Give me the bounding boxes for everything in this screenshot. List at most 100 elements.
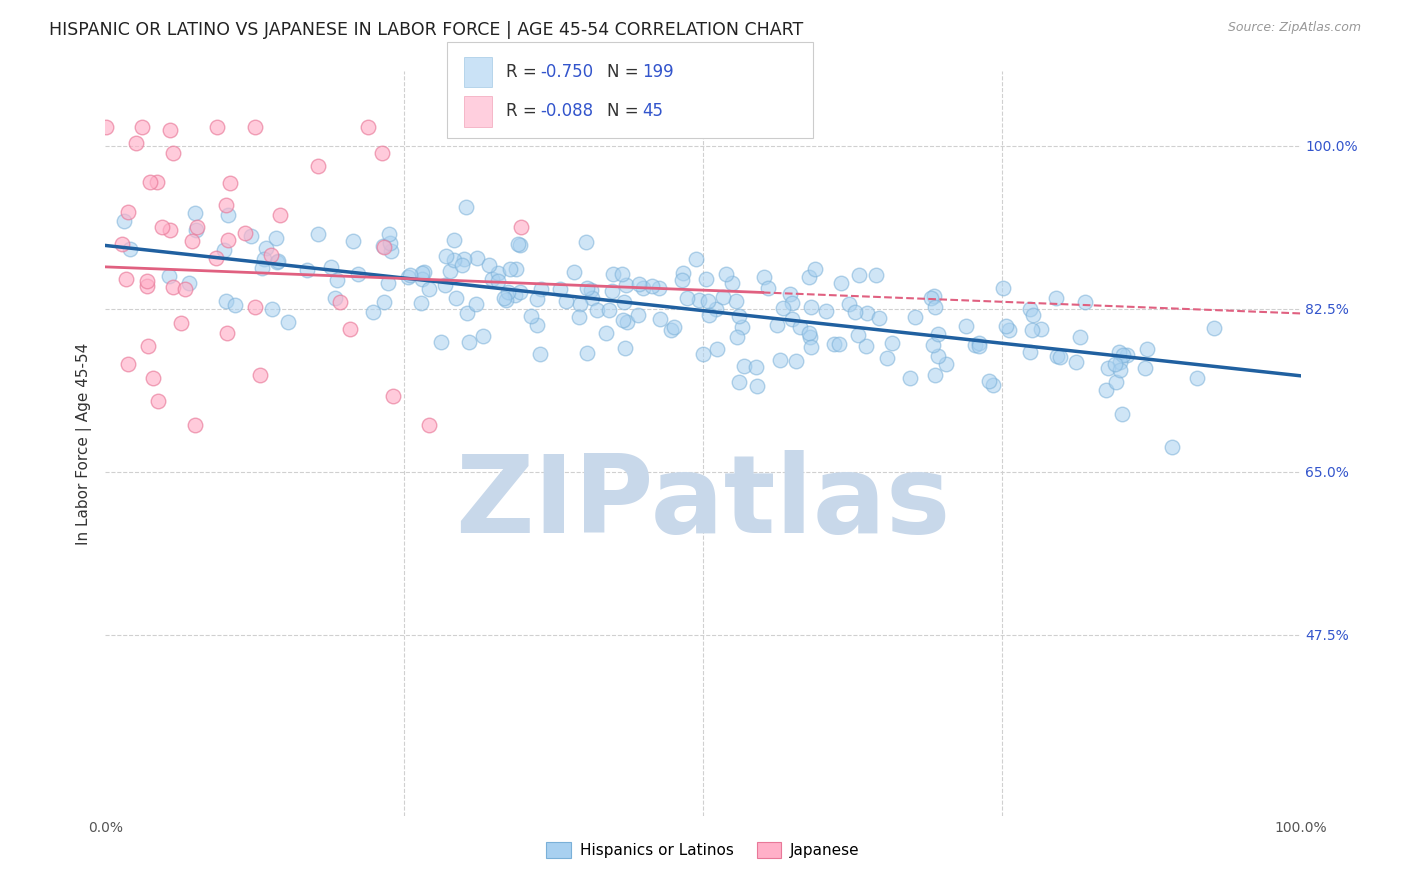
- Point: [697, 308, 720, 322]
- Point: [215, 293, 238, 308]
- Point: [510, 219, 533, 234]
- Point: [612, 313, 634, 327]
- Point: [1112, 348, 1135, 362]
- Point: [830, 277, 852, 291]
- Point: [434, 278, 457, 293]
- Point: [1185, 371, 1208, 385]
- Point: [706, 342, 728, 356]
- Point: [139, 175, 162, 189]
- Point: [243, 120, 266, 135]
- Point: [277, 315, 299, 329]
- Point: [598, 303, 620, 318]
- Point: [1116, 348, 1139, 362]
- Point: [266, 255, 288, 269]
- Point: [243, 300, 266, 314]
- Point: [1094, 383, 1116, 397]
- Point: [800, 300, 823, 314]
- Point: [631, 281, 654, 295]
- Point: [264, 231, 287, 245]
- Point: [371, 146, 394, 161]
- Point: [921, 338, 943, 352]
- Point: [848, 268, 870, 283]
- Point: [434, 249, 457, 263]
- Point: [865, 268, 887, 283]
- Point: [135, 278, 157, 293]
- Point: [815, 304, 838, 318]
- Point: [711, 290, 734, 304]
- Point: [380, 244, 402, 258]
- Point: [880, 336, 903, 351]
- Point: [180, 234, 202, 248]
- Point: [450, 258, 472, 272]
- Point: [797, 326, 820, 340]
- Point: [486, 266, 509, 280]
- Point: [503, 288, 526, 302]
- Point: [1111, 407, 1133, 421]
- Point: [569, 297, 592, 311]
- Point: [159, 123, 181, 137]
- Text: -0.088: -0.088: [540, 103, 593, 120]
- Point: [377, 277, 399, 291]
- Point: [146, 175, 169, 189]
- Point: [641, 279, 664, 293]
- Point: [418, 418, 440, 433]
- Point: [110, 237, 132, 252]
- Point: [662, 320, 685, 334]
- Point: [505, 262, 527, 277]
- Point: [876, 351, 898, 366]
- Point: [575, 346, 598, 360]
- Point: [184, 223, 207, 237]
- Point: [342, 234, 364, 248]
- Point: [728, 310, 751, 324]
- Point: [581, 292, 603, 306]
- Point: [838, 297, 860, 311]
- Point: [212, 243, 235, 257]
- Point: [136, 274, 159, 288]
- Point: [659, 323, 682, 337]
- Point: [725, 330, 748, 344]
- Point: [224, 298, 246, 312]
- Point: [969, 335, 991, 350]
- Point: [1066, 354, 1088, 368]
- Point: [789, 319, 811, 334]
- Point: [695, 272, 717, 286]
- Point: [411, 266, 433, 280]
- Point: [131, 120, 153, 135]
- Point: [530, 282, 553, 296]
- Point: [993, 281, 1015, 295]
- Point: [373, 240, 395, 254]
- Point: [250, 261, 273, 276]
- Point: [721, 276, 744, 290]
- Point: [696, 294, 718, 309]
- Point: [266, 253, 288, 268]
- Point: [465, 251, 488, 265]
- Point: [628, 277, 651, 291]
- Point: [725, 293, 748, 308]
- Point: [924, 368, 946, 382]
- Point: [162, 280, 184, 294]
- Point: [745, 360, 768, 375]
- Point: [614, 278, 637, 293]
- Point: [398, 268, 420, 282]
- Point: [995, 318, 1018, 333]
- Point: [935, 357, 957, 371]
- Point: [785, 354, 807, 368]
- Point: [548, 282, 571, 296]
- Point: [529, 346, 551, 360]
- Text: ZIPatlas: ZIPatlas: [456, 450, 950, 557]
- Point: [323, 291, 346, 305]
- Point: [1029, 322, 1052, 336]
- Point: [733, 359, 755, 373]
- Point: [758, 281, 780, 295]
- Point: [780, 296, 803, 310]
- Point: [1022, 309, 1045, 323]
- Point: [672, 266, 695, 280]
- Point: [614, 341, 637, 355]
- Point: [586, 303, 609, 318]
- Point: [260, 248, 283, 262]
- Point: [575, 235, 598, 249]
- Point: [205, 251, 228, 265]
- Point: [612, 267, 634, 281]
- Point: [373, 295, 395, 310]
- Point: [1045, 291, 1067, 305]
